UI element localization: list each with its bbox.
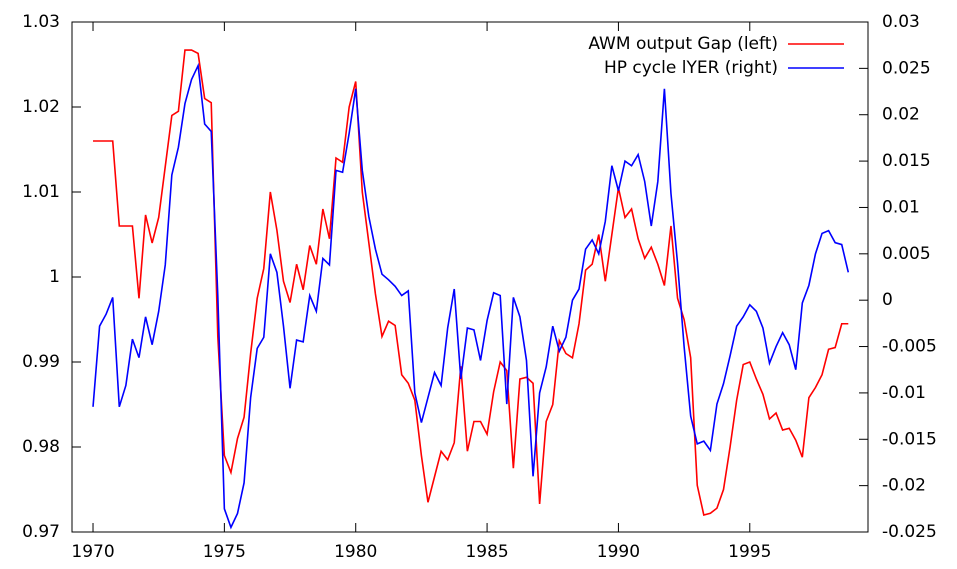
y2-tick-label: 0.025 — [882, 58, 931, 78]
y2-tick-label: -0.015 — [882, 429, 937, 449]
y2-tick-label: 0.02 — [882, 105, 920, 125]
plot-frame — [71, 21, 869, 533]
x-tick-label: 1990 — [597, 542, 640, 562]
y-tick-label: 0.99 — [22, 352, 60, 372]
y2-tick-label: 0.03 — [882, 12, 920, 32]
x-tick-label: 1975 — [203, 542, 246, 562]
series-line — [93, 49, 849, 516]
y2-tick-label: 0.01 — [882, 197, 920, 217]
series-line — [92, 62, 850, 530]
y-tick-label: 1.03 — [22, 12, 60, 32]
y-tick-label: 0.97 — [22, 522, 60, 542]
legend-label: AWM output Gap (left) — [588, 34, 778, 54]
y2-tick-label: -0.005 — [882, 337, 937, 357]
x-tick-label: 1980 — [334, 542, 377, 562]
y-tick-label: 1.01 — [22, 182, 60, 202]
y2-tick-label: 0 — [882, 290, 893, 310]
y2-tick-label: 0.015 — [882, 151, 931, 171]
y-tick-label: 0.98 — [22, 437, 60, 457]
x-tick-label: 1970 — [71, 542, 114, 562]
y2-tick-label: 0.005 — [882, 244, 931, 264]
x-tick-label: 1985 — [465, 542, 508, 562]
y-tick-label: 1 — [49, 267, 60, 287]
y2-tick-label: -0.02 — [882, 476, 926, 496]
y2-tick-label: -0.01 — [882, 383, 926, 403]
y2-tick-label: -0.025 — [882, 522, 937, 542]
y-tick-label: 1.02 — [22, 97, 60, 117]
x-tick-label: 1995 — [728, 542, 771, 562]
legend-label: HP cycle lYER (right) — [604, 58, 778, 78]
